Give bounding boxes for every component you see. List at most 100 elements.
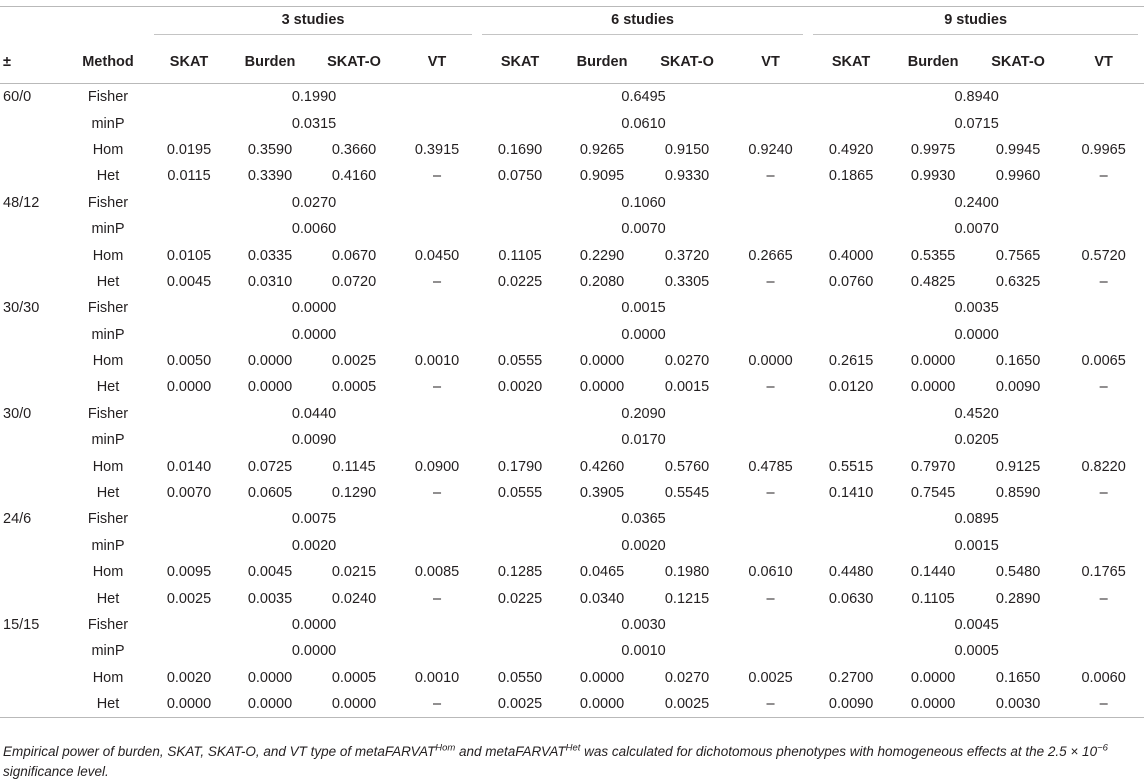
merged-value-cell: 0.0010 xyxy=(621,643,666,660)
value-cell: 0.7970 xyxy=(910,458,956,475)
method-cell: Het xyxy=(96,590,120,607)
pm-cell: 30/0 xyxy=(3,405,32,422)
pm-cell xyxy=(0,665,66,691)
table-row: Hom 0.0140 0.0725 0.1145 0.0900 0.1790 0.4260 0… xyxy=(0,453,1144,479)
table-row: minP 0.0060 0.0070 0.0070 xyxy=(0,216,1144,242)
merged-value-cell: 0.0020 xyxy=(291,537,337,554)
caption-superscript: Het xyxy=(565,742,581,754)
value-cell: 0.0000 xyxy=(562,690,643,719)
value-cell: 0.0000 xyxy=(150,690,228,719)
table-header: 3 studies 6 studies 9 studies ± Method S… xyxy=(0,6,1144,84)
value-cell: 0.0000 xyxy=(748,353,793,370)
merged-value-cell: 0.4520 xyxy=(954,405,999,422)
value-cell: 0.0005 xyxy=(331,379,377,396)
value-cell: 0.0000 xyxy=(579,353,625,370)
value-cell: – xyxy=(1099,485,1108,502)
merged-value-cell: 0.0000 xyxy=(954,326,999,343)
column-header-burden: Burden xyxy=(907,53,959,70)
merged-value-cell: 0.0000 xyxy=(291,326,337,343)
value-cell: 0.0015 xyxy=(664,379,710,396)
value-cell: 0.0140 xyxy=(166,458,212,475)
value-cell: 0.5720 xyxy=(1081,247,1126,264)
pm-cell xyxy=(0,137,66,163)
value-cell: 0.0555 xyxy=(497,353,543,370)
pm-cell xyxy=(0,348,66,374)
method-cell: Het xyxy=(66,690,150,719)
merged-value-cell: 0.0610 xyxy=(621,115,666,132)
value-cell: – xyxy=(1099,590,1108,607)
value-cell: 0.0550 xyxy=(497,669,543,686)
value-cell: 0.7565 xyxy=(995,247,1041,264)
value-cell: 0.0010 xyxy=(414,353,460,370)
value-cell: 0.0760 xyxy=(828,273,874,290)
value-cell: 0.0000 xyxy=(579,669,625,686)
value-cell: 0.8590 xyxy=(995,485,1041,502)
value-cell: 0.0090 xyxy=(995,379,1041,396)
table-row: minP 0.0020 0.0020 0.0015 xyxy=(0,533,1144,559)
merged-value-cell: 0.0895 xyxy=(954,511,999,528)
value-cell: 0.0720 xyxy=(331,273,377,290)
caption-text: significance level. xyxy=(3,763,109,779)
value-cell: 0.9975 xyxy=(910,141,956,158)
value-cell: 0.0045 xyxy=(247,564,293,581)
method-cell: Hom xyxy=(92,247,124,264)
value-cell: 0.3590 xyxy=(247,141,293,158)
merged-value-cell: 0.0030 xyxy=(621,617,666,633)
method-cell: Fisher xyxy=(87,511,129,528)
value-cell: 0.0335 xyxy=(247,247,293,264)
merged-value-cell: 0.0015 xyxy=(954,537,999,554)
table-row: minP 0.0000 0.0010 0.0005 xyxy=(0,638,1144,664)
table-caption: Empirical power of burden, SKAT, SKAT-O,… xyxy=(3,742,1133,781)
value-cell: 0.0900 xyxy=(414,458,460,475)
table-row: Hom 0.0195 0.3590 0.3660 0.3915 0.1690 0.9265 0… xyxy=(0,137,1144,163)
value-cell: 0.9960 xyxy=(995,168,1041,185)
value-cell: 0.0000 xyxy=(910,669,956,686)
merged-value-cell: 0.0715 xyxy=(954,115,999,132)
value-cell: 0.4480 xyxy=(828,564,874,581)
value-cell: 0.0000 xyxy=(166,379,212,396)
value-cell: – xyxy=(1099,168,1108,185)
value-cell: 0.0000 xyxy=(910,379,956,396)
value-cell: 0.9095 xyxy=(579,168,625,185)
method-cell: Fisher xyxy=(87,300,129,317)
value-cell: 0.7545 xyxy=(910,485,956,502)
merged-value-cell: 0.0020 xyxy=(621,537,666,554)
value-cell: – xyxy=(766,485,775,502)
value-cell: 0.1285 xyxy=(497,564,543,581)
group-header-6-studies: 6 studies xyxy=(478,7,809,41)
value-cell: 0.9265 xyxy=(579,141,625,158)
table-row: Hom 0.0105 0.0335 0.0670 0.0450 0.1105 0.2290 0… xyxy=(0,242,1144,268)
method-cell: minP xyxy=(91,432,125,449)
value-cell: 0.1650 xyxy=(995,669,1041,686)
value-cell: 0.0065 xyxy=(1081,353,1126,370)
value-cell: 0.4260 xyxy=(579,458,625,475)
value-cell: 0.0000 xyxy=(579,379,625,396)
value-cell: 0.1410 xyxy=(828,485,874,502)
group-header-label: 6 studies xyxy=(482,12,804,35)
value-cell: 0.0020 xyxy=(497,379,543,396)
value-cell: 0.3720 xyxy=(664,247,710,264)
column-header-skat: SKAT xyxy=(169,53,209,70)
table-row: Het 0.0025 0.0035 0.0240 – 0.0225 0.0340 0.1215… xyxy=(0,585,1144,611)
table-row: Hom 0.0050 0.0000 0.0025 0.0010 0.0555 0.0000 0… xyxy=(0,348,1144,374)
value-cell: – xyxy=(432,168,442,185)
table-row: Het 0.0045 0.0310 0.0720 – 0.0225 0.2080 0.3305… xyxy=(0,269,1144,295)
value-cell: 0.0630 xyxy=(828,590,874,607)
value-cell: – xyxy=(1099,273,1108,290)
value-cell: 0.0035 xyxy=(247,590,293,607)
value-cell: – xyxy=(1099,379,1108,396)
value-cell: 0.5760 xyxy=(664,458,710,475)
merged-value-cell: 0.0365 xyxy=(621,511,666,528)
pm-cell xyxy=(0,374,66,400)
value-cell: – xyxy=(432,379,442,396)
table-row: minP 0.0315 0.0610 0.0715 xyxy=(0,110,1144,136)
value-cell: 0.0025 xyxy=(642,690,733,719)
caption-superscript: −6 xyxy=(1097,742,1108,754)
value-cell: 0.2665 xyxy=(748,247,793,264)
value-cell: 0.3390 xyxy=(247,168,293,185)
pm-cell xyxy=(0,585,66,611)
pm-cell xyxy=(0,638,66,664)
value-cell: 0.3915 xyxy=(414,141,460,158)
value-cell: 0.1650 xyxy=(995,353,1041,370)
header-spacer xyxy=(66,7,150,41)
